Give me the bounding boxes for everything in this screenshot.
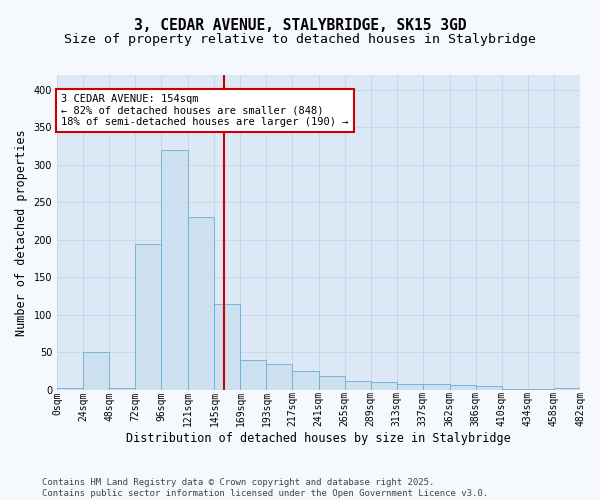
Bar: [319, 376, 344, 390]
Bar: [188, 218, 214, 390]
Bar: [371, 382, 397, 390]
Bar: [528, 389, 554, 390]
Bar: [241, 360, 266, 390]
Bar: [292, 371, 319, 390]
Y-axis label: Number of detached properties: Number of detached properties: [15, 129, 28, 336]
Bar: [135, 244, 161, 390]
X-axis label: Distribution of detached houses by size in Stalybridge: Distribution of detached houses by size …: [126, 432, 511, 445]
Bar: [161, 150, 188, 390]
Bar: [554, 388, 580, 390]
Bar: [83, 352, 109, 390]
Bar: [422, 384, 450, 390]
Bar: [109, 388, 135, 390]
Bar: [344, 381, 371, 390]
Text: 3 CEDAR AVENUE: 154sqm
← 82% of detached houses are smaller (848)
18% of semi-de: 3 CEDAR AVENUE: 154sqm ← 82% of detached…: [61, 94, 349, 127]
Text: Contains HM Land Registry data © Crown copyright and database right 2025.
Contai: Contains HM Land Registry data © Crown c…: [42, 478, 488, 498]
Text: 3, CEDAR AVENUE, STALYBRIDGE, SK15 3GD: 3, CEDAR AVENUE, STALYBRIDGE, SK15 3GD: [134, 18, 466, 32]
Bar: [397, 384, 422, 390]
Bar: [476, 386, 502, 390]
Bar: [57, 388, 83, 390]
Bar: [502, 389, 528, 390]
Bar: [214, 304, 241, 390]
Text: Size of property relative to detached houses in Stalybridge: Size of property relative to detached ho…: [64, 32, 536, 46]
Bar: [266, 364, 292, 390]
Bar: [450, 386, 476, 390]
